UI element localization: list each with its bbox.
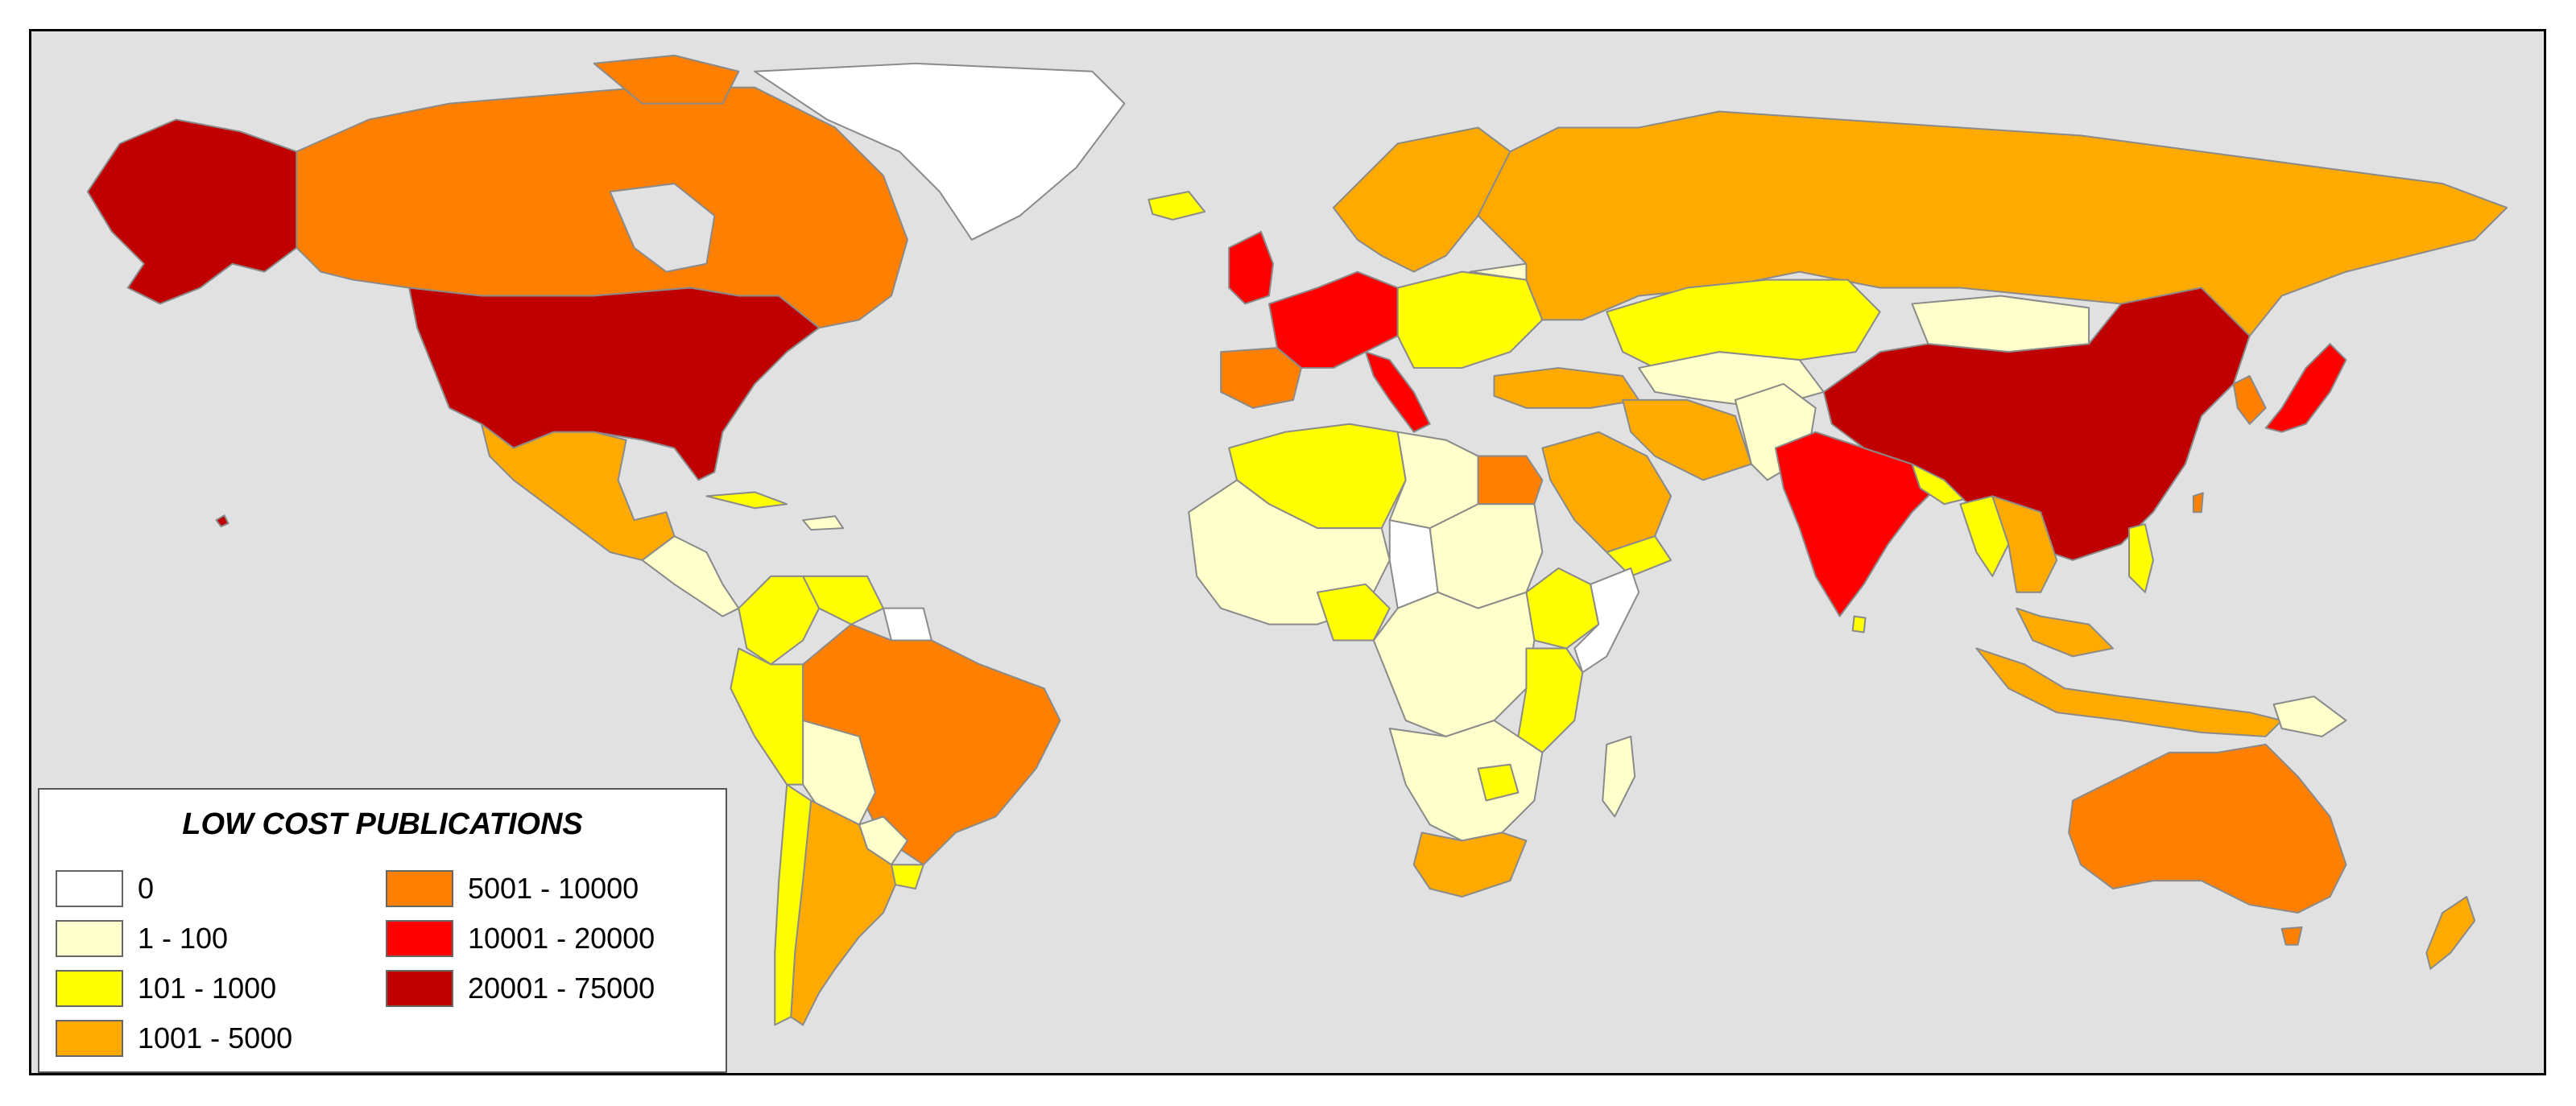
country-hawaii [215,514,229,528]
country-japan [2264,343,2347,433]
country-australia [2068,743,2347,914]
country-nigeria [1316,583,1391,642]
country-papua-new-guinea [2272,695,2347,737]
country-kazakhstan [1606,279,1881,369]
country-chile [774,783,812,1026]
world-choropleth-map [86,54,2508,1026]
country-south-africa [1412,832,1528,898]
country-china [1822,287,2251,561]
country-alaska [86,118,298,305]
country-canada-arctic [593,54,740,105]
legend-swatch [56,870,123,907]
country-zimbabwe [1477,763,1520,802]
legend-item-3: 1001 - 5000 [56,1017,292,1060]
legend-label: 10001 - 20000 [468,922,655,955]
country-indonesia [1975,647,2283,737]
country-italy [1364,351,1431,433]
legend-label: 0 [138,872,155,905]
legend-item-0: 0 [56,867,154,910]
region-southern-africa [1388,720,1544,842]
legend-item-1: 1 - 100 [56,917,228,960]
country-canada [296,86,908,329]
country-mexico [480,423,676,561]
hudson-bay [609,183,716,273]
country-korea [2232,375,2267,425]
country-tasmania [2280,926,2303,946]
country-iceland [1147,191,1206,221]
country-iran [1622,398,1752,481]
legend-item-5: 10001 - 20000 [386,917,655,960]
country-thailand-vietnam [1991,495,2058,593]
country-russia [1477,110,2508,337]
region-central-africa [1372,591,1536,737]
region-arabian-south [1606,535,1673,577]
country-kenya-tanzania [1517,647,1584,753]
country-usa [408,287,821,481]
legend-swatch [56,1020,123,1057]
map-frame: LOW COST PUBLICATIONS 0 1 - 100 101 - 10… [29,29,2546,1075]
country-philippines [2127,523,2154,593]
region-caribbean [802,515,845,531]
country-mongolia [1911,295,2090,353]
legend-title: LOW COST PUBLICATIONS [182,807,583,841]
country-malaysia [2016,607,2115,658]
legend-label: 5001 - 10000 [468,872,639,905]
country-scandinavia [1332,126,1511,273]
country-turkey [1493,367,1640,409]
legend-swatch [386,970,453,1007]
country-greenland [754,62,1126,241]
country-cuba [705,491,788,510]
country-france-germany [1268,270,1399,369]
legend-item-2: 101 - 1000 [56,967,276,1010]
country-taiwan [2192,492,2204,514]
map-legend: LOW COST PUBLICATIONS 0 1 - 100 101 - 10… [38,788,727,1073]
country-venezuela [802,575,884,625]
legend-label: 1001 - 5000 [138,1021,293,1054]
country-myanmar [1959,495,2010,577]
country-new-zealand [2425,896,2476,970]
country-uruguay [890,864,924,890]
legend-item-6: 20001 - 75000 [386,967,655,1010]
legend-swatch [56,970,123,1007]
region-guianas [882,607,932,642]
country-sri-lanka [1851,615,1867,633]
legend-item-4: 5001 - 10000 [386,867,639,910]
country-egypt [1477,455,1544,506]
country-colombia [738,575,821,666]
legend-swatch [386,920,453,957]
region-eastern-europe [1396,270,1544,369]
country-madagascar [1602,735,1636,818]
legend-label: 101 - 1000 [138,972,277,1005]
legend-swatch [56,920,123,957]
legend-label: 1 - 100 [138,922,229,955]
country-uk-ireland [1228,230,1275,305]
legend-label: 20001 - 75000 [468,972,655,1005]
country-somalia [1573,567,1640,674]
legend-swatch [386,870,453,907]
